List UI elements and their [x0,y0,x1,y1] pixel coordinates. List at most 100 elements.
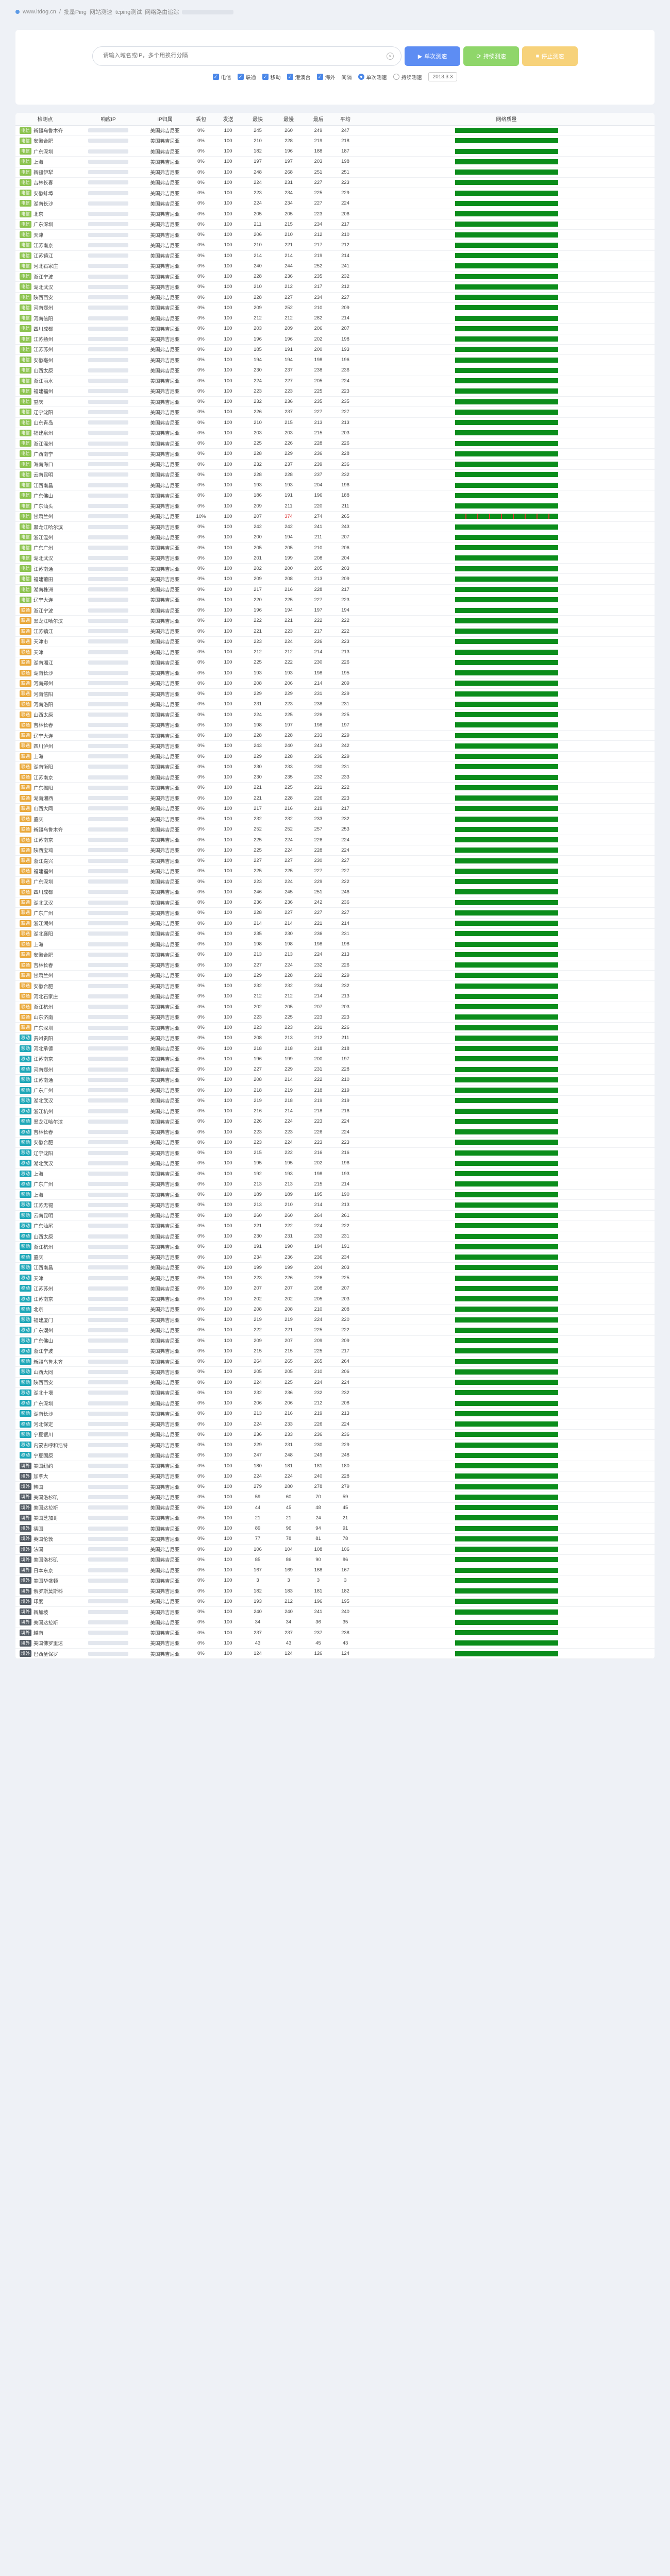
redacted-ip [88,1192,128,1197]
loss-value: 0% [188,678,214,689]
node-name: 江苏南京 [34,775,54,781]
col-min[interactable]: 最快 [242,113,273,126]
table-row: 移动 新疆乌鲁木齐 美国弗吉尼亚 0% 100 264 265 265 264 [15,1356,655,1367]
avg-value: 210 [332,229,358,241]
table-row: 境外 美国纽约 美国弗吉尼亚 0% 100 180 181 181 180 [15,1461,655,1471]
ip-location: 美国弗吉尼亚 [142,1179,188,1190]
loss-value: 0% [188,1617,214,1628]
table-row: 联通 广东广州 美国弗吉尼亚 0% 100 228 227 227 227 [15,907,655,919]
table-row: 联通 天津 美国弗吉尼亚 0% 100 212 212 214 213 [15,647,655,658]
min-value: 213 [242,949,273,960]
avg-value: 232 [332,980,358,992]
min-value: 264 [242,1356,273,1367]
clear-icon[interactable]: × [387,53,394,60]
col-ip[interactable]: 响应IP [75,113,142,126]
node-cell: 移动 新疆乌鲁木齐 [15,1356,75,1367]
avg-value: 218 [332,135,358,147]
crumb-ping[interactable]: 批量Ping [63,9,87,15]
redacted-ip [88,1411,128,1416]
ip-cell [75,1325,142,1336]
redacted-ip [88,358,128,362]
redacted-ip [88,253,128,258]
min-value: 202 [242,1294,273,1304]
sent-value: 100 [214,803,242,815]
single-test-button[interactable]: ▶ 单次测速 [405,46,460,66]
loss-value: 0% [188,1012,214,1023]
node-cell: 移动 陕西西安 [15,1377,75,1388]
quality-bar [455,1400,558,1406]
last-value: 252 [304,261,332,272]
node-cell: 移动 广东佛山 [15,1335,75,1346]
col-last[interactable]: 最后 [304,113,332,126]
node-name: 山西大同 [34,1369,54,1376]
crumb-tcping[interactable]: tcping测试 [115,9,142,15]
col-sent[interactable]: 发送 [214,113,242,126]
table-row: 联通 吉林长春 美国弗吉尼亚 0% 100 227 224 232 226 [15,960,655,971]
quality-cell [358,678,655,689]
sent-value: 100 [214,699,242,710]
quality-bar [455,659,558,665]
max-value: 214 [273,250,304,261]
check-telecom[interactable]: ✓ 电信 [212,73,231,81]
search-input[interactable] [103,47,371,64]
quality-cell [358,501,655,512]
node-cell: 电信 河北石家庄 [15,261,75,272]
isp-tag: 联通 [20,899,32,906]
redacted-ip [88,1130,128,1134]
loss-value: 0% [188,1325,214,1336]
node-cell: 移动 湖北武汉 [15,1158,75,1169]
node-name: 河南信阳 [34,691,54,698]
max-value: 223 [273,699,304,710]
check-hkmotw[interactable]: ✓ 港澳台 [287,73,311,81]
continuous-test-button[interactable]: ⟳ 持续测速 [463,46,519,66]
check-overseas[interactable]: ✓ 海外 [316,73,336,81]
interval-field[interactable]: 2013.3.3 [428,72,458,81]
table-row: 联通 湖南湘西 美国弗吉尼亚 0% 100 221 228 226 223 [15,793,655,804]
node-name: 福建泉州 [34,431,54,437]
crumb-http[interactable]: 网站测速 [89,9,112,15]
ip-location: 美国弗吉尼亚 [142,1116,188,1127]
check-mobile[interactable]: ✓ 移动 [262,73,281,81]
crumb-trace[interactable]: 网络路由追踪 [145,9,179,15]
quality-cell [358,543,655,553]
site-link[interactable]: www.itdog.cn [23,9,56,15]
check-unicom[interactable]: ✓ 联通 [237,73,256,81]
table-row: 移动 黑龙江哈尔滨 美国弗吉尼亚 0% 100 226 224 223 224 [15,1116,655,1127]
quality-bar [455,1442,558,1448]
table-row: 移动 安徽合肥 美国弗吉尼亚 0% 100 223 224 223 223 [15,1137,655,1148]
ip-cell [75,615,142,626]
min-value: 209 [242,573,273,585]
redacted-ip [88,587,128,592]
avg-value: 227 [332,855,358,867]
loss-value: 0% [188,177,214,189]
redacted-ip [88,963,128,968]
ip-location: 美国弗吉尼亚 [142,281,188,293]
quality-cell [358,1419,655,1430]
avg-value: 206 [332,543,358,553]
sent-value: 100 [214,866,242,877]
avg-value: 224 [332,845,358,856]
loss-value: 0% [188,1304,214,1315]
avg-value: 206 [332,209,358,219]
min-value: 232 [242,396,273,408]
isp-tag: 联通 [20,649,32,656]
quality-bar [455,472,558,478]
col-node[interactable]: 检测点 [15,113,75,126]
stop-test-button[interactable]: ■ 停止测速 [522,46,578,66]
ip-cell [75,396,142,408]
quality-bar [455,555,558,561]
col-max[interactable]: 最慢 [273,113,304,126]
sent-value: 100 [214,1064,242,1075]
node-cell: 移动 北京 [15,1304,75,1315]
col-quality[interactable]: 网络质量 [358,113,655,126]
radio-continuous[interactable]: 持续测速 [393,73,422,81]
quality-bar [455,1369,558,1375]
min-value: 213 [242,1408,273,1419]
radio-single[interactable]: 单次测速 [358,73,387,81]
col-location[interactable]: IP归属 [142,113,188,126]
col-loss[interactable]: 丢包 [188,113,214,126]
max-value: 245 [273,887,304,898]
isp-tag: 电信 [20,461,32,468]
node-name: 安徽合肥 [34,952,54,958]
col-avg[interactable]: 平均 [332,113,358,126]
